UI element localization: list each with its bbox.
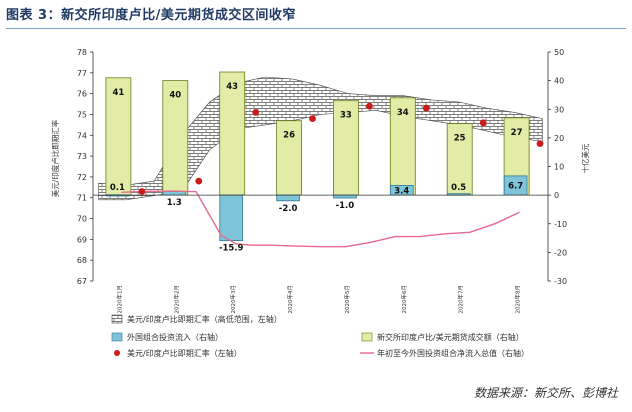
volume-data-label: 33 <box>340 111 352 121</box>
flow-data-label: 0.5 <box>451 183 466 193</box>
flow-data-label: 3.4 <box>394 186 409 196</box>
volume-data-label: 34 <box>397 108 409 118</box>
right-tick-label: 50 <box>554 48 564 57</box>
legend-label-band: 美元/印度卢比即期汇率（高低范围，左轴） <box>127 314 282 324</box>
x-category-label: 2020年8月 <box>514 285 522 314</box>
volume-data-label: 41 <box>112 88 124 98</box>
cumulative-flow-line <box>121 190 520 248</box>
volume-bar <box>389 97 416 196</box>
volume-bar <box>219 71 246 196</box>
spot-rate-point <box>422 104 430 112</box>
title-divider <box>6 28 626 29</box>
source-note: 数据来源：新交所、彭博社 <box>473 386 618 400</box>
right-tick-label: -20 <box>554 248 567 257</box>
right-tick-label: 40 <box>554 77 564 86</box>
volume-data-label: 40 <box>169 91 181 101</box>
volume-data-label: 25 <box>454 134 466 144</box>
left-tick-label: 78 <box>77 48 87 57</box>
volume-bar <box>105 77 132 196</box>
legend-swatch-band <box>111 314 123 324</box>
figure-title-text: 新交所印度卢比/美元期货成交区间收窄 <box>61 8 296 23</box>
left-tick-label: 71 <box>77 194 87 203</box>
flow-data-label: -15.9 <box>219 244 244 254</box>
left-axis-title: 美元/印度卢比即期汇率 <box>50 119 60 197</box>
left-tick-label: 75 <box>77 110 87 119</box>
flow-data-label: -1.0 <box>336 201 355 211</box>
legend-swatch-flow <box>111 332 123 342</box>
x-category-label: 2020年5月 <box>343 285 351 314</box>
flow-bar <box>276 194 300 202</box>
legend-swatch-volume <box>361 332 373 342</box>
figure-title: 图表 3：新交所印度卢比/美元期货成交区间收窄 <box>6 4 296 23</box>
left-tick-label: 74 <box>77 131 87 140</box>
x-category-label: 2020年1月 <box>115 285 123 314</box>
flow-data-label: 1.3 <box>167 198 182 208</box>
x-category-label: 2020年3月 <box>229 285 237 314</box>
left-tick-label: 72 <box>77 173 87 182</box>
right-tick-label: 10 <box>554 163 564 172</box>
left-tick-label: 67 <box>77 277 87 286</box>
volume-data-label: 26 <box>283 131 295 141</box>
spot-rate-point <box>309 115 316 122</box>
volume-bar <box>276 120 303 196</box>
spot-rate-point <box>479 119 487 127</box>
volume-data-label: 43 <box>226 82 238 92</box>
legend-label-flow: 外国组合投资流入（右轴） <box>127 332 223 342</box>
x-category-label: 2020年6月 <box>400 285 408 314</box>
flow-bar <box>219 194 244 242</box>
legend-label-volume: 新交所印度卢比/美元期货成交额（右轴） <box>377 332 524 342</box>
volume-bar <box>446 123 473 196</box>
spot-rate-point <box>138 188 146 195</box>
left-tick-label: 69 <box>77 235 87 244</box>
chart: 41 40 43 26 33 34 25 27 0.1 1.3 -15.9 -2.0 -1.0 3.4 0.… <box>50 48 590 358</box>
spot-rate-point <box>252 109 260 116</box>
right-tick-label: 0 <box>554 191 559 200</box>
left-tick-label: 70 <box>77 215 87 224</box>
left-tick-label: 77 <box>77 69 87 78</box>
left-tick-label: 73 <box>77 152 87 161</box>
right-axis-title: 十亿美元 <box>580 143 590 173</box>
x-category-label: 2020年4月 <box>286 285 294 314</box>
volume-data-label: 27 <box>511 128 523 138</box>
right-tick-label: -30 <box>554 277 567 286</box>
legend-swatch-spot <box>114 350 120 356</box>
right-tick-label: -10 <box>554 220 567 229</box>
spot-rate-point <box>366 102 373 110</box>
flow-data-label: 0.1 <box>110 183 125 193</box>
spot-rate-point <box>195 177 203 185</box>
flow-bar <box>333 194 357 199</box>
flow-data-label: 6.7 <box>508 182 523 192</box>
x-category-label: 2020年2月 <box>172 285 180 314</box>
legend-label-cum: 年初至今外国投资组合净流入总值（右轴） <box>377 348 529 358</box>
x-category-label: 2020年7月 <box>457 285 465 314</box>
right-tick-label: 20 <box>554 134 564 143</box>
left-tick-label: 68 <box>77 256 87 265</box>
left-tick-label: 76 <box>77 90 87 99</box>
right-tick-label: 30 <box>554 105 564 114</box>
flow-data-label: -2.0 <box>279 204 298 214</box>
legend-label-spot: 美元/印度卢比即期汇率（左轴） <box>127 348 242 358</box>
figure-number: 图表 3： <box>6 8 62 23</box>
spot-rate-point <box>536 140 544 148</box>
volume-bar <box>332 100 359 196</box>
